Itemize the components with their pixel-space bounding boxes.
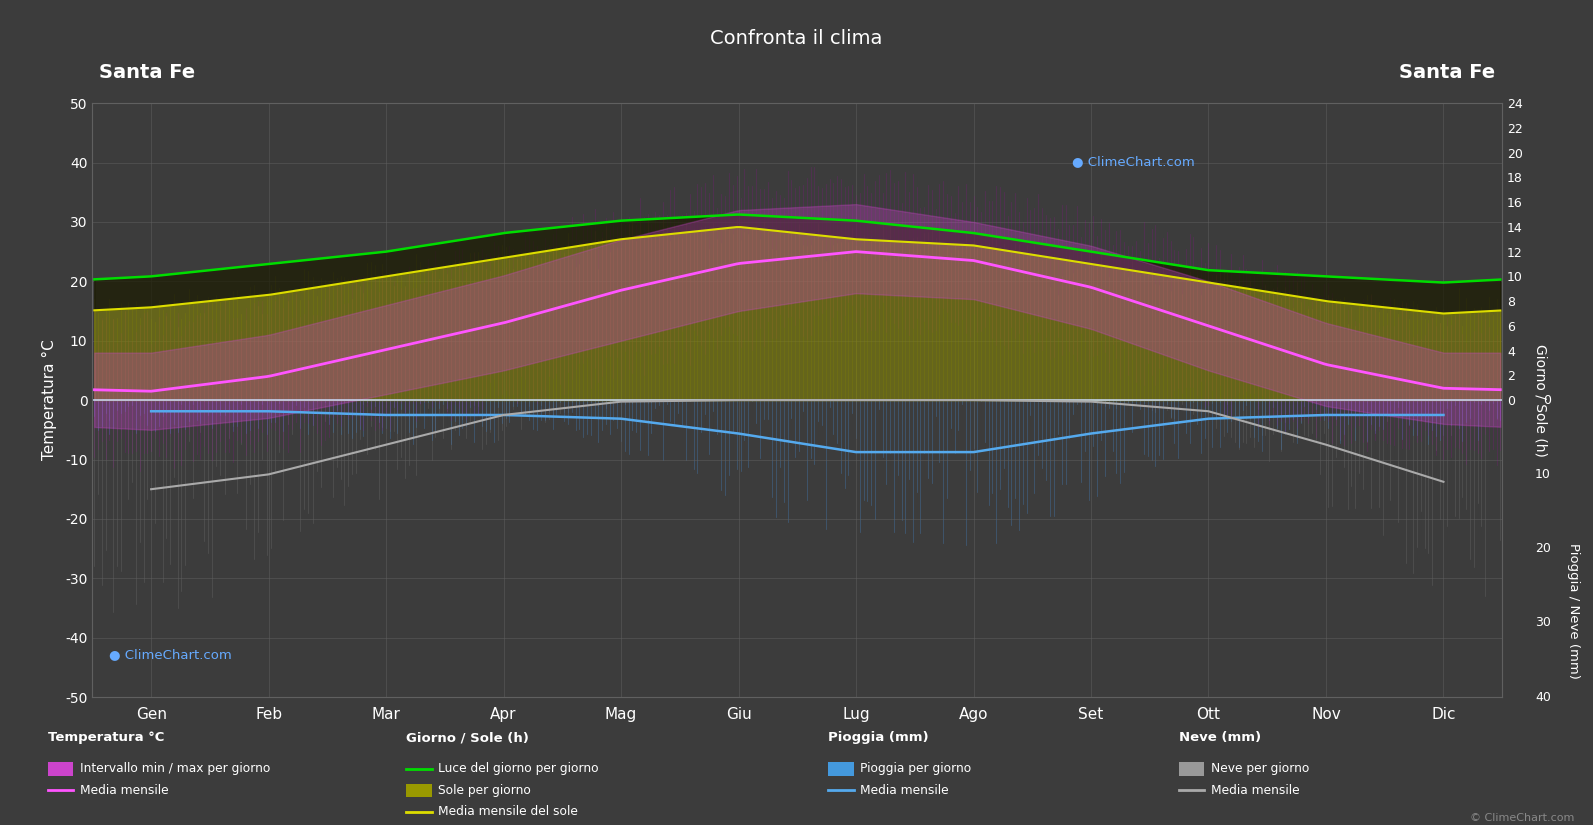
Text: Intervallo min / max per giorno: Intervallo min / max per giorno: [80, 762, 271, 776]
Text: Neve per giorno: Neve per giorno: [1211, 762, 1309, 776]
Text: Media mensile: Media mensile: [1211, 784, 1300, 797]
Text: Neve (mm): Neve (mm): [1179, 731, 1262, 744]
Text: Media mensile: Media mensile: [80, 784, 169, 797]
Text: 10: 10: [1536, 468, 1552, 481]
Y-axis label: Temperatura °C: Temperatura °C: [41, 340, 57, 460]
Text: Media mensile del sole: Media mensile del sole: [438, 805, 578, 818]
Text: Confronta il clima: Confronta il clima: [710, 29, 883, 48]
Text: Sole per giorno: Sole per giorno: [438, 784, 530, 797]
Text: Temperatura °C: Temperatura °C: [48, 731, 164, 744]
Text: 40: 40: [1536, 691, 1552, 704]
Text: Pioggia per giorno: Pioggia per giorno: [860, 762, 972, 776]
Text: Pioggia (mm): Pioggia (mm): [828, 731, 929, 744]
Text: ● ClimeChart.com: ● ClimeChart.com: [110, 648, 233, 662]
Text: Luce del giorno per giorno: Luce del giorno per giorno: [438, 762, 599, 776]
Text: Media mensile: Media mensile: [860, 784, 949, 797]
Text: Giorno / Sole (h): Giorno / Sole (h): [406, 731, 529, 744]
Text: 0: 0: [1542, 394, 1552, 407]
Text: ● ClimeChart.com: ● ClimeChart.com: [1072, 155, 1195, 168]
Text: Santa Fe: Santa Fe: [1399, 64, 1496, 82]
Text: © ClimeChart.com: © ClimeChart.com: [1469, 813, 1574, 823]
Text: Santa Fe: Santa Fe: [99, 64, 196, 82]
Y-axis label: Giorno / Sole (h): Giorno / Sole (h): [1534, 344, 1548, 456]
Text: Pioggia / Neve (mm): Pioggia / Neve (mm): [1568, 543, 1580, 678]
Text: 30: 30: [1536, 616, 1552, 629]
Text: 20: 20: [1536, 542, 1552, 555]
